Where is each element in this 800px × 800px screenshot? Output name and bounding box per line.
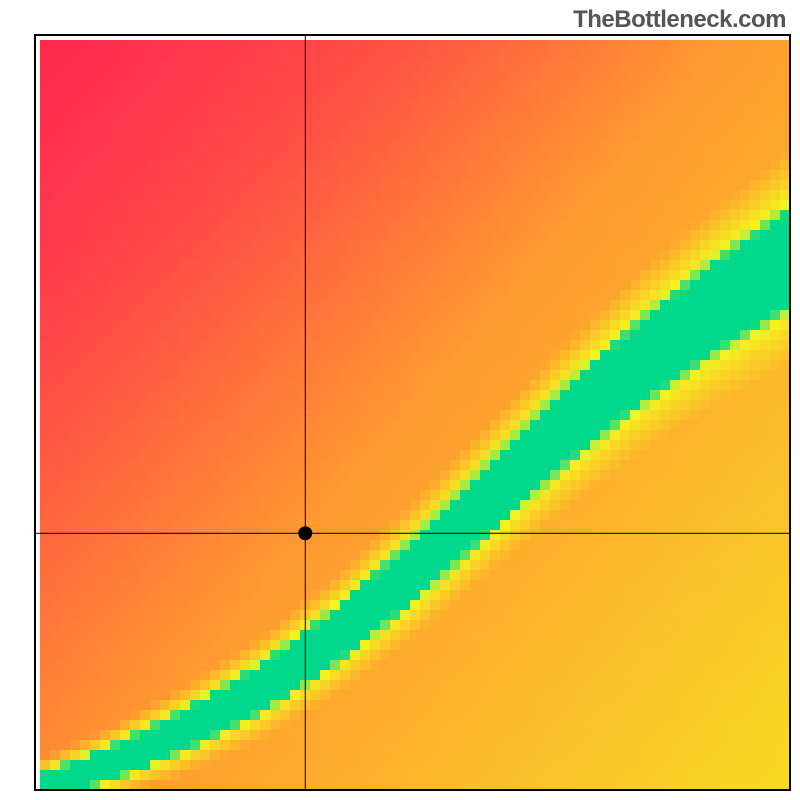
watermark-text: TheBottleneck.com <box>573 6 786 34</box>
chart-container: TheBottleneck.com <box>0 0 800 800</box>
bottleneck-heatmap <box>0 0 800 800</box>
